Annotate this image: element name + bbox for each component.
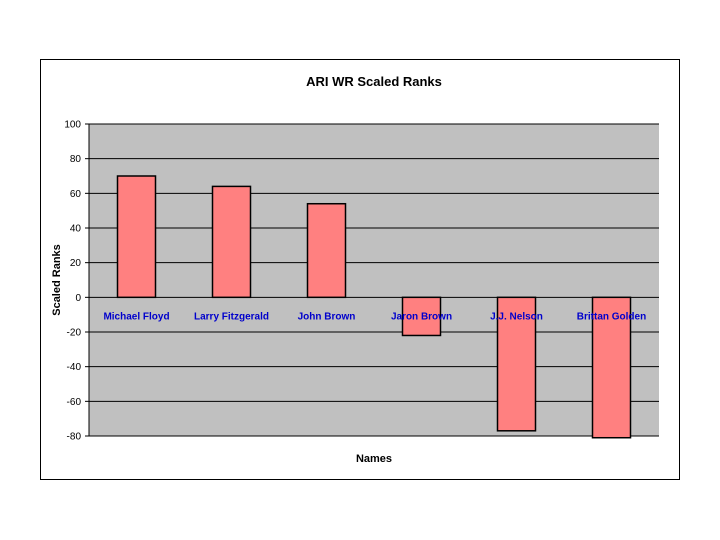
category-label: Jaron Brown — [391, 311, 452, 322]
bar — [591, 296, 632, 439]
y-tick-label: 40 — [70, 224, 82, 235]
bar — [211, 185, 252, 299]
bar — [401, 296, 442, 337]
y-tick-label: -80 — [67, 432, 82, 443]
category-label: John Brown — [298, 311, 356, 322]
y-tick-label: -20 — [67, 328, 82, 339]
category-label: Michael Floyd — [103, 311, 169, 322]
plot-area — [89, 124, 659, 436]
gridlines — [89, 123, 659, 437]
bars — [116, 175, 632, 439]
x-axis-title: Names — [356, 453, 392, 465]
y-axis-title: Scaled Ranks — [51, 244, 63, 316]
category-label: J.J. Nelson — [490, 311, 543, 322]
chart-title: ARI WR Scaled Ranks — [306, 74, 442, 89]
y-tick-label: 100 — [64, 120, 81, 131]
y-tick-label: -60 — [67, 397, 82, 408]
y-tick-label: 60 — [70, 189, 82, 200]
y-tick-label: 0 — [75, 293, 81, 304]
bar — [496, 296, 537, 432]
category-label: Larry Fitzgerald — [194, 311, 269, 322]
y-axis-ticks: 100 80 60 40 20 0 -20 -40 -60 -80 — [64, 120, 90, 443]
category-labels: Michael Floyd Larry Fitzgerald John Brown J… — [103, 311, 646, 322]
y-tick-label: -40 — [67, 362, 82, 373]
y-tick-label: 20 — [70, 258, 82, 269]
category-label: Brittan Golden — [577, 311, 646, 322]
bar — [306, 202, 347, 299]
bar — [116, 175, 157, 299]
y-tick-label: 80 — [70, 154, 82, 165]
